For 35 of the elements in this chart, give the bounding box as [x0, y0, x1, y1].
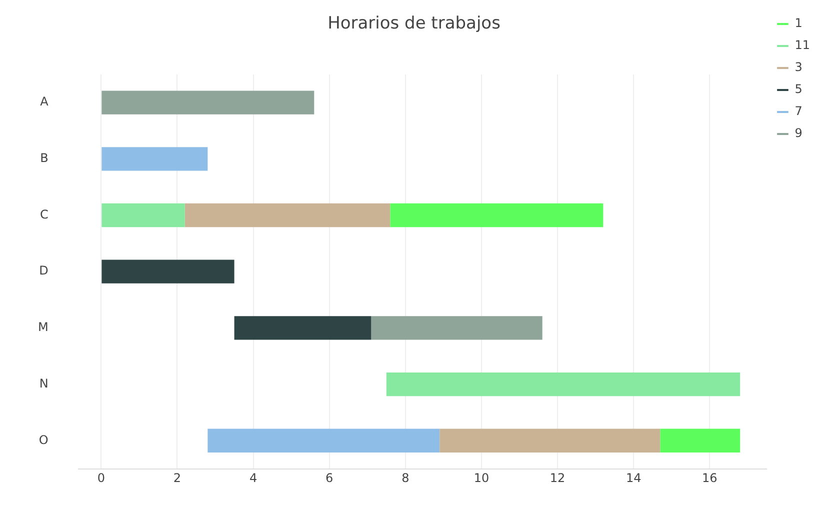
- x-tick-label: 12: [550, 471, 566, 486]
- y-tick-label: O: [38, 432, 48, 447]
- x-tick-label: 10: [474, 471, 490, 486]
- x-tick-label: 0: [97, 471, 105, 486]
- bar: [184, 203, 390, 228]
- bar: [102, 260, 234, 284]
- bar: [102, 147, 208, 171]
- bar: [102, 203, 185, 228]
- chart-title: Horarios de trabajos: [328, 14, 501, 34]
- legend-label: 7: [794, 104, 802, 118]
- legend-label: 1: [794, 16, 802, 30]
- bar: [102, 90, 314, 114]
- x-tick-label: 16: [702, 471, 718, 486]
- bar: [208, 428, 440, 452]
- x-tick-label: 6: [326, 471, 334, 486]
- y-tick-label: M: [38, 320, 48, 334]
- x-tick-label: 8: [402, 471, 410, 486]
- y-tick-label: D: [39, 264, 48, 278]
- legend-label: 9: [794, 126, 802, 140]
- bar: [660, 428, 740, 452]
- legend-label: 3: [794, 60, 802, 74]
- x-tick-label: 2: [173, 471, 182, 486]
- y-tick-label: B: [40, 151, 48, 166]
- y-tick-label: C: [40, 207, 48, 222]
- bar: [386, 372, 740, 396]
- bar: [371, 316, 542, 340]
- bar: [440, 428, 660, 452]
- x-tick-label: 14: [626, 471, 642, 486]
- x-tick-label: 4: [249, 471, 258, 486]
- y-tick-label: A: [40, 94, 50, 109]
- legend-label: 11: [794, 38, 810, 52]
- legend-label: 5: [794, 82, 802, 96]
- bar: [390, 203, 604, 228]
- bar: [234, 316, 372, 340]
- y-tick-label: N: [39, 376, 48, 390]
